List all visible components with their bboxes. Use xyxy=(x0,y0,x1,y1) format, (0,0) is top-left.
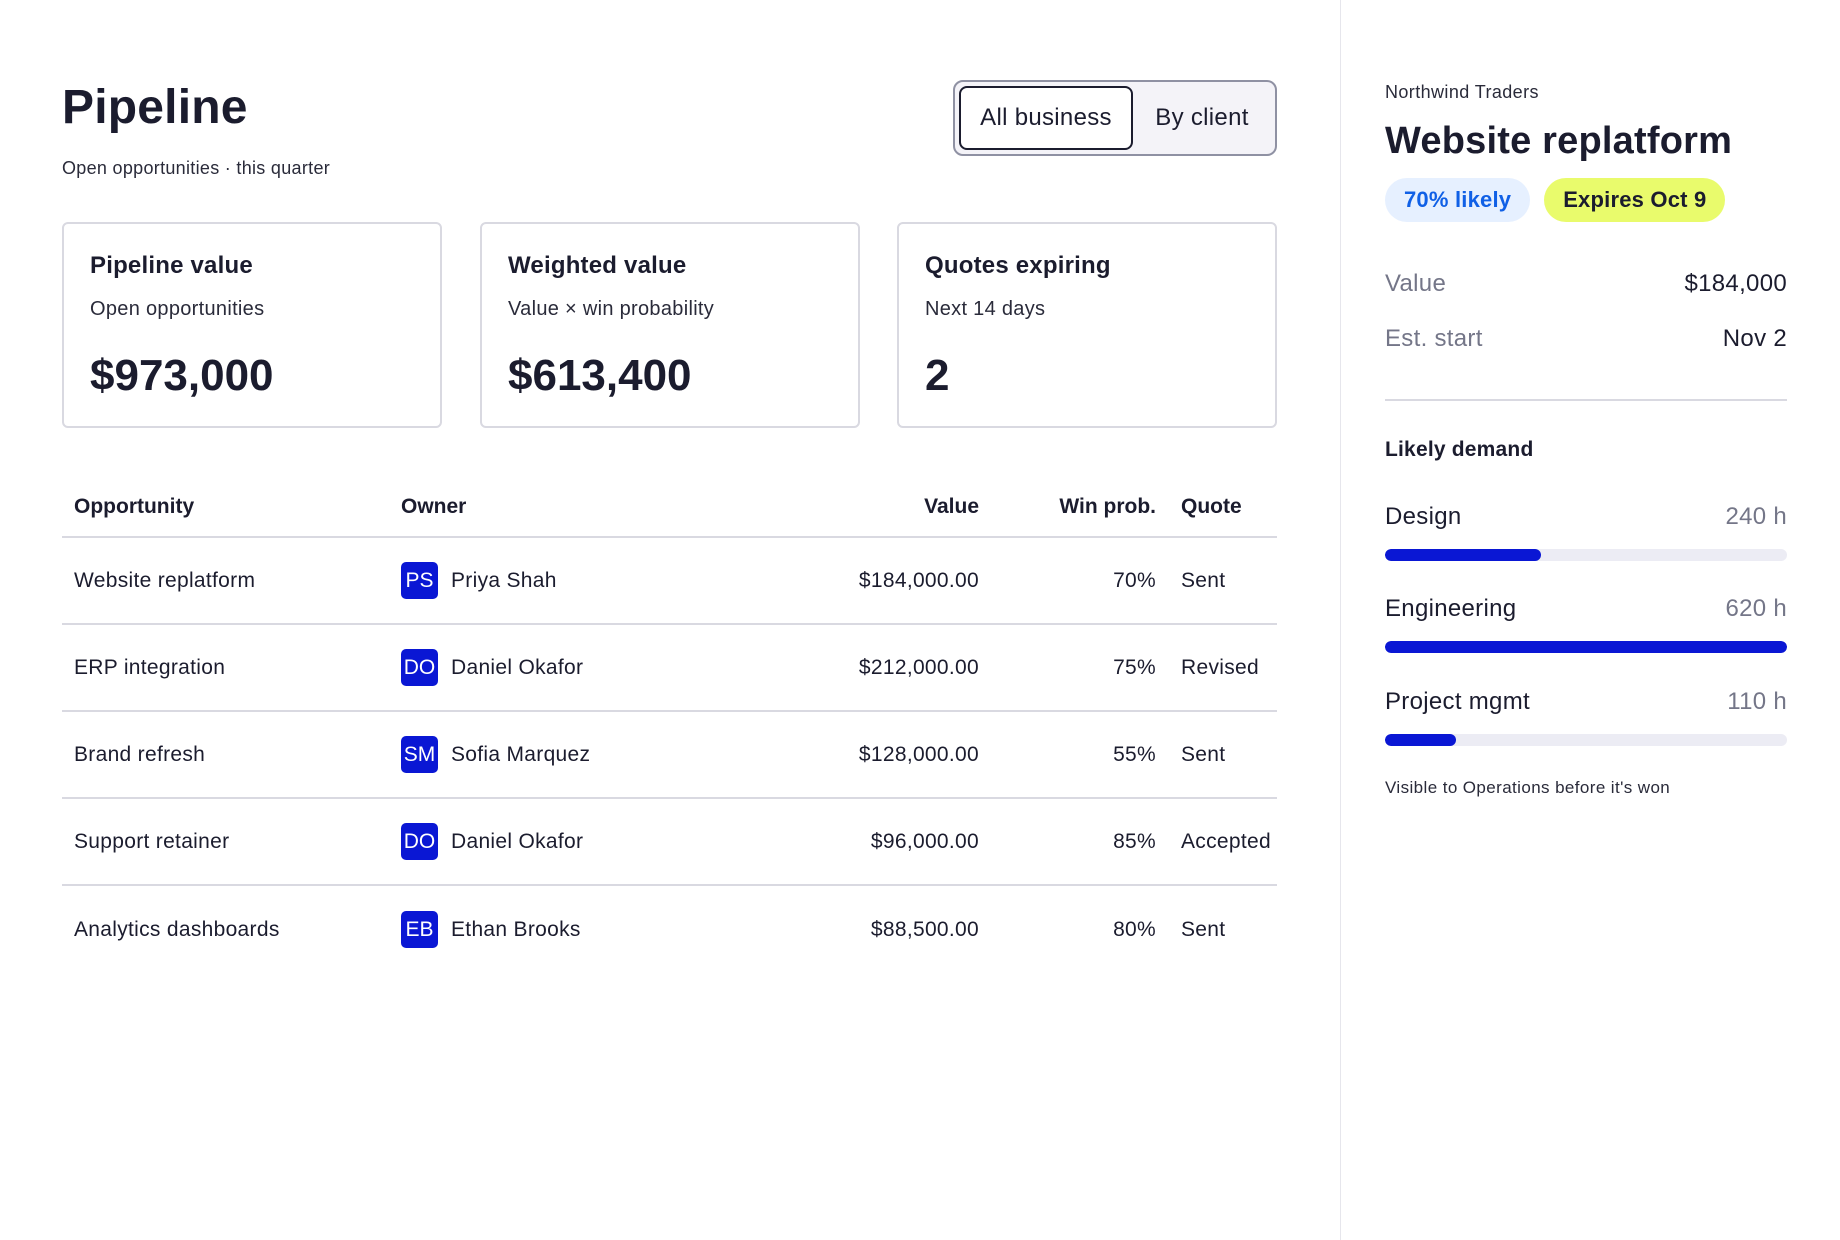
quote-status: Accepted xyxy=(1181,829,1271,853)
table-row[interactable]: Analytics dashboards EB Ethan Brooks $88… xyxy=(62,886,1277,973)
opportunity-value: $184,000.00 xyxy=(858,568,979,592)
owner-cell: EB Ethan Brooks xyxy=(401,911,661,948)
win-probability: 70% xyxy=(1113,568,1156,592)
start-date: Nov 2 xyxy=(1722,325,1787,352)
card-value: $613,400 xyxy=(508,351,692,400)
opportunity-value: $212,000.00 xyxy=(858,655,979,679)
demand-bar-fill xyxy=(1385,549,1541,561)
quote-status: Sent xyxy=(1181,742,1226,766)
page-subtitle: Open opportunities · this quarter xyxy=(62,158,331,178)
table-row[interactable]: ERP integration DO Daniel Okafor $212,00… xyxy=(62,625,1277,712)
opportunity-name: Analytics dashboards xyxy=(74,917,280,941)
value-amount: $184,000 xyxy=(1684,270,1787,297)
demand-bar-track xyxy=(1385,549,1787,561)
table-header: Opportunity Owner Value Win prob. Quote xyxy=(62,478,1277,538)
card-title: Pipeline value xyxy=(90,252,253,279)
weighted-value-card: Weighted value Value × win probability $… xyxy=(480,222,860,428)
owner-cell: SM Sofia Marquez xyxy=(401,736,661,773)
quotes-expiring-card: Quotes expiring Next 14 days 2 xyxy=(897,222,1277,428)
visibility-note: Visible to Operations before it's won xyxy=(1385,778,1671,797)
column-header-win-prob[interactable]: Win prob. xyxy=(1059,495,1156,518)
avatar: DO xyxy=(401,649,438,686)
all-business-toggle[interactable]: All business xyxy=(959,86,1133,150)
by-client-toggle[interactable]: By client xyxy=(1155,104,1249,131)
value-row: Value $184,000 xyxy=(1385,270,1787,298)
column-header-value[interactable]: Value xyxy=(924,495,979,518)
opportunity-value: $96,000.00 xyxy=(870,829,979,853)
table-row[interactable]: Support retainer DO Daniel Okafor $96,00… xyxy=(62,799,1277,886)
demand-design: Design 240 h xyxy=(1385,503,1787,561)
column-header-owner[interactable]: Owner xyxy=(401,495,467,518)
avatar: PS xyxy=(401,562,438,599)
avatar: SM xyxy=(401,736,438,773)
quote-status: Sent xyxy=(1181,568,1226,592)
opportunity-value: $128,000.00 xyxy=(858,742,979,766)
client-name: Northwind Traders xyxy=(1385,82,1539,102)
view-toggle: All business By client xyxy=(953,80,1277,156)
start-row: Est. start Nov 2 xyxy=(1385,325,1787,353)
win-probability: 85% xyxy=(1113,829,1156,853)
owner-cell: PS Priya Shah xyxy=(401,562,661,599)
avatar: DO xyxy=(401,823,438,860)
expiry-badge: Expires Oct 9 xyxy=(1544,178,1726,222)
demand-label: Design xyxy=(1385,503,1462,530)
card-subtitle: Open opportunities xyxy=(90,298,265,320)
divider xyxy=(1385,399,1787,401)
owner-cell: DO Daniel Okafor xyxy=(401,649,661,686)
owner-name: Daniel Okafor xyxy=(451,829,584,853)
demand-label: Project mgmt xyxy=(1385,688,1530,715)
pipeline-value-card: Pipeline value Open opportunities $973,0… xyxy=(62,222,442,428)
opportunity-value: $88,500.00 xyxy=(870,917,979,941)
demand-hours: 240 h xyxy=(1725,503,1787,530)
detail-panel: Northwind Traders Website replatform 70%… xyxy=(1340,0,1840,1240)
page-title: Pipeline xyxy=(62,81,248,134)
card-title: Quotes expiring xyxy=(925,252,1111,279)
win-probability: 75% xyxy=(1113,655,1156,679)
demand-engineering: Engineering 620 h xyxy=(1385,595,1787,653)
detail-badges: 70% likely Expires Oct 9 xyxy=(1385,178,1726,222)
demand-bar-track xyxy=(1385,641,1787,653)
detail-title: Website replatform xyxy=(1385,120,1733,162)
demand-bar-track xyxy=(1385,734,1787,746)
opportunities-table: Opportunity Owner Value Win prob. Quote … xyxy=(62,478,1277,973)
column-header-opportunity[interactable]: Opportunity xyxy=(74,495,195,518)
owner-cell: DO Daniel Okafor xyxy=(401,823,661,860)
quote-status: Revised xyxy=(1181,655,1259,679)
win-probability: 55% xyxy=(1113,742,1156,766)
demand-label: Engineering xyxy=(1385,595,1517,622)
card-title: Weighted value xyxy=(508,252,687,279)
owner-name: Ethan Brooks xyxy=(451,917,581,941)
opportunity-name: Brand refresh xyxy=(74,742,206,766)
demand-bar-fill xyxy=(1385,641,1787,653)
demand-bar-fill xyxy=(1385,734,1457,746)
start-label: Est. start xyxy=(1385,325,1483,352)
probability-badge: 70% likely xyxy=(1385,178,1531,222)
demand-title: Likely demand xyxy=(1385,438,1534,461)
card-subtitle: Next 14 days xyxy=(925,298,1046,320)
opportunity-name: Support retainer xyxy=(74,829,230,853)
owner-name: Sofia Marquez xyxy=(451,742,591,766)
demand-hours: 110 h xyxy=(1727,688,1787,715)
card-value: $973,000 xyxy=(90,351,274,400)
table-row[interactable]: Brand refresh SM Sofia Marquez $128,000.… xyxy=(62,712,1277,799)
table-row[interactable]: Website replatform PS Priya Shah $184,00… xyxy=(62,538,1277,625)
opportunity-name: Website replatform xyxy=(74,568,256,592)
card-subtitle: Value × win probability xyxy=(508,298,715,320)
main-panel: Pipeline Open opportunities · this quart… xyxy=(62,80,1277,973)
value-label: Value xyxy=(1385,270,1447,297)
column-header-quote[interactable]: Quote xyxy=(1181,495,1242,518)
demand-hours: 620 h xyxy=(1725,595,1787,622)
win-probability: 80% xyxy=(1113,917,1156,941)
quote-status: Sent xyxy=(1181,917,1226,941)
avatar: EB xyxy=(401,911,438,948)
demand-project-mgmt: Project mgmt 110 h xyxy=(1385,688,1787,746)
opportunity-name: ERP integration xyxy=(74,655,226,679)
owner-name: Daniel Okafor xyxy=(451,655,584,679)
owner-name: Priya Shah xyxy=(451,568,557,592)
card-value: 2 xyxy=(925,351,950,400)
